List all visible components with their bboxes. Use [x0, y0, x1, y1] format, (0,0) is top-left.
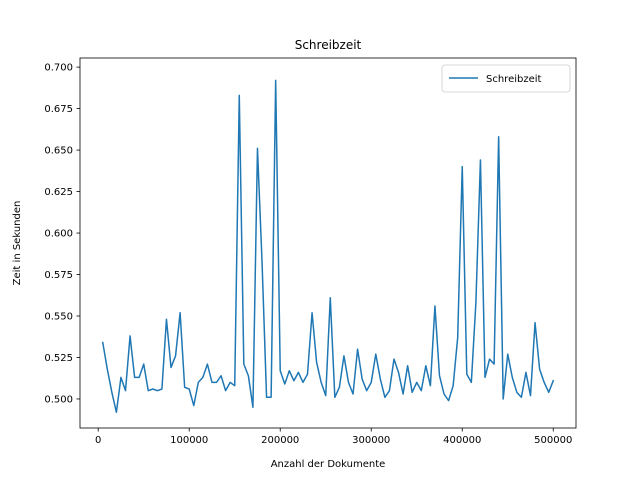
- y-tick-label: 0.650: [44, 146, 73, 157]
- plot-area: [80, 58, 576, 428]
- y-axis-label: Zeit in Sekunden: [12, 201, 23, 286]
- series-line-0: [101, 79, 555, 413]
- x-tick-label: 200000: [261, 435, 299, 446]
- plot-frame: [79, 57, 577, 429]
- x-axis-label: Anzahl der Dokumente: [271, 459, 386, 470]
- y-axis: 0.500 0.525 0.550 0.575 0.600 0.625 0.650 0.675…: [44, 63, 80, 405]
- chart-title: Schreibzeit: [295, 38, 362, 52]
- legend-box: [441, 64, 571, 93]
- x-tick-label: 100000: [170, 435, 208, 446]
- y-tick-label: 0.500: [44, 394, 73, 405]
- x-tick-label: 0: [95, 435, 101, 446]
- x-tick-label: 300000: [352, 435, 390, 446]
- y-tick-label: 0.675: [44, 104, 73, 115]
- legend: Schreibzeit: [441, 64, 571, 93]
- y-tick-label: 0.575: [44, 270, 73, 281]
- y-tick-label: 0.600: [44, 229, 73, 240]
- x-tick-label: 400000: [443, 435, 481, 446]
- series-layer: [101, 79, 555, 413]
- y-tick-label: 0.625: [44, 187, 73, 198]
- y-tick-label: 0.550: [44, 312, 73, 323]
- legend-label: Schreibzeit: [486, 74, 542, 85]
- x-tick-label: 500000: [534, 435, 572, 446]
- y-tick-label: 0.700: [44, 63, 73, 74]
- x-axis: 0 100000 200000 300000 400000 500000: [95, 428, 572, 446]
- y-tick-label: 0.525: [44, 353, 73, 364]
